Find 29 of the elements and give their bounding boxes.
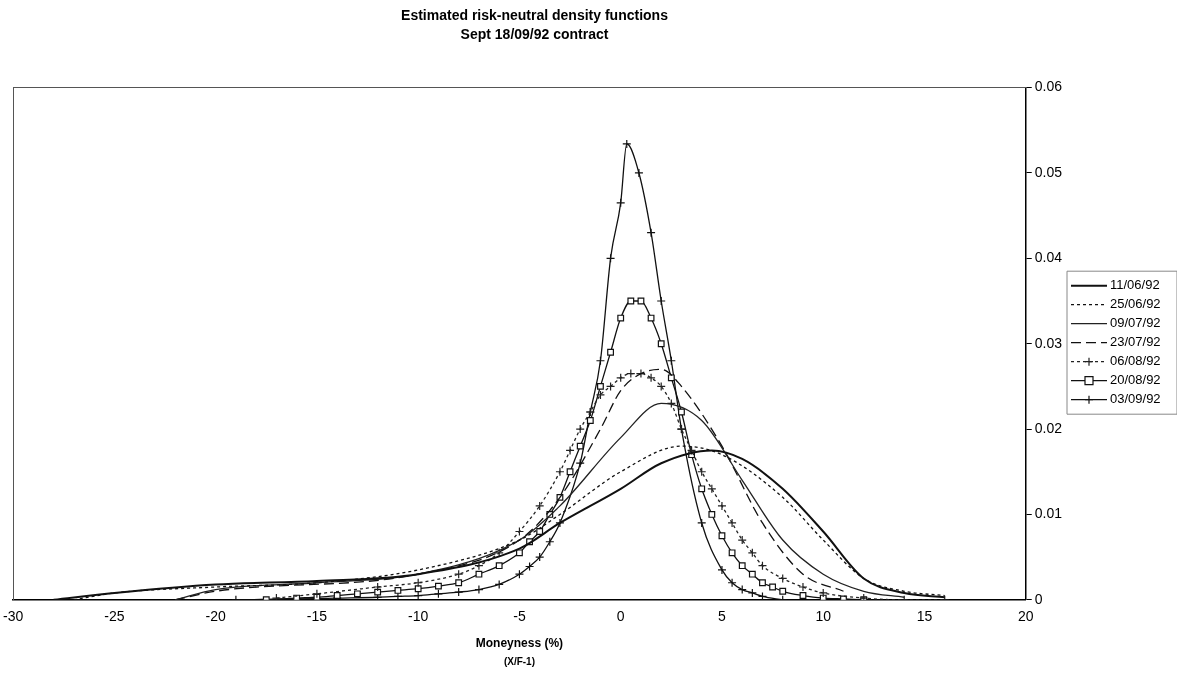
x-tick-label: 20	[1017, 608, 1034, 625]
x-axis-title: Moneyness (%)	[475, 636, 564, 651]
x-tick-label: -20	[205, 608, 226, 625]
x-tick-label: -30	[3, 608, 24, 625]
legend-label: 23/07/92	[1110, 334, 1161, 350]
y-tick-label: 0.06	[1034, 78, 1063, 95]
x-tick-label: -10	[408, 608, 429, 625]
chart-title: Estimated risk-neutral density functions	[401, 7, 669, 24]
y-tick-label: 0	[1034, 590, 1043, 607]
y-tick-label: 0.03	[1034, 334, 1063, 351]
x-tick-label: 5	[718, 608, 727, 625]
chart-subtitle: Sept 18/09/92 contract	[460, 26, 609, 43]
x-tick-label: -5	[513, 608, 526, 625]
x-tick-label: 15	[916, 608, 933, 625]
text: (X/F-1)	[503, 656, 535, 667]
x-tick-label: 0	[616, 608, 625, 625]
y-tick-label: 0.02	[1034, 419, 1063, 436]
legend-label: 20/08/92	[1110, 372, 1161, 388]
x-tick-label: -25	[104, 608, 125, 625]
legend-label: 06/08/92	[1110, 353, 1161, 369]
x-tick-label: 10	[815, 608, 832, 625]
legend-label: 03/09/92	[1110, 391, 1161, 407]
y-tick-label: 0.05	[1034, 163, 1063, 180]
y-tick-label: 0.04	[1034, 249, 1063, 266]
y-tick-label: 0.01	[1034, 505, 1063, 522]
legend-label: 09/07/92	[1110, 315, 1161, 331]
x-tick-label: -15	[306, 608, 328, 625]
legend-label: 11/06/92	[1110, 277, 1160, 293]
legend-label: 25/06/92	[1110, 296, 1161, 312]
